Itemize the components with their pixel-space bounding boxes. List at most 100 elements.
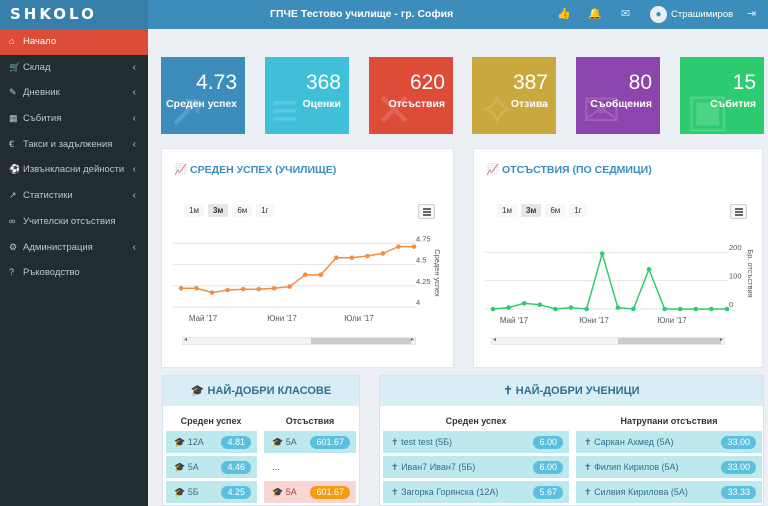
calendar-icon: ▦ [9,113,18,124]
line-chart-icon: 📈 [174,164,188,176]
sidebar-item[interactable]: ? Ръководство [0,260,148,286]
sign-out-icon[interactable]: ⇥ [746,8,757,20]
chart-scrollbar[interactable]: ◂ ▸ [182,337,416,345]
top-navbar: SHKOLO ГПЧЕ Тестово училище - гр. София … [0,0,768,29]
sidebar-item[interactable]: € Такси и задължения ‹ [0,132,148,158]
data-point[interactable] [209,290,215,295]
range-button[interactable]: 6м [545,204,566,217]
sidebar-item[interactable]: ⌂ Начало [0,29,148,55]
data-point[interactable] [568,305,574,310]
range-button[interactable]: 1м [497,204,517,217]
student-row[interactable]: ✝ Иван7 Иван7 (5Б) 6.00 [383,456,569,478]
data-point[interactable] [287,284,293,289]
row-name: 5А [285,437,297,447]
app-logo[interactable]: SHKOLO [0,0,148,29]
class-row[interactable]: 🎓 5А 4.46 [166,456,257,478]
avatar[interactable]: ● [650,6,667,23]
stat-box[interactable]: ✧ 387 Отзива [472,57,556,134]
row-name: Иван7 Иван7 (5Б) [401,462,476,472]
chevron-left-icon: ‹ [132,113,136,125]
data-point[interactable] [631,306,636,312]
edit-icon: ✎ [9,87,17,98]
data-point[interactable] [178,286,184,291]
value-badge: 601.67 [310,436,350,449]
data-point[interactable] [693,306,699,312]
user-icon: ✝ [391,462,399,472]
student-row[interactable]: ✝ Филип Кирилов (5А) 33.00 [576,456,762,478]
chart-menu-button[interactable] [418,204,435,219]
data-point[interactable] [584,306,589,312]
data-point[interactable] [334,255,339,260]
data-point[interactable] [615,305,621,310]
data-point[interactable] [396,244,401,249]
student-row[interactable]: ✝ test test (5Б) 6.00 [383,431,569,453]
user-name[interactable]: Страшимиров [671,9,734,20]
stat-box[interactable]: ↗ 4.73 Среден успех [161,57,245,134]
range-button[interactable]: 1м [184,204,204,217]
class-row[interactable]: 🎓 5А 601.67 [264,481,356,503]
glasses-icon: ∞ [9,215,16,226]
y-axis-label: Бр. отсъствия [746,249,755,297]
class-row[interactable]: ... [264,456,356,478]
sidebar-item[interactable]: ⚙ Администрация ‹ [0,235,148,261]
data-point[interactable] [662,306,667,312]
data-point[interactable] [411,244,417,249]
panel-title: ✝ НАЙ-ДОБРИ УЧЕНИЦИ [380,376,763,406]
data-point[interactable] [225,287,230,293]
chart-icon: ↗ [167,84,206,134]
data-point[interactable] [194,286,199,291]
sidebar-item[interactable]: 🛒 Склад ‹ [0,55,148,81]
data-point[interactable] [506,305,511,310]
sidebar-item-label: Администрация [23,241,93,253]
data-point[interactable] [553,306,558,312]
data-point[interactable] [677,306,683,312]
row-name: Филип Кирилов (5А) [594,462,679,472]
student-row[interactable]: ✝ Загорка Горянска (12А) 5.67 [383,481,569,503]
data-point[interactable] [302,272,308,277]
data-point[interactable] [256,286,261,292]
sidebar-item[interactable]: ↗ Статистики ‹ [0,183,148,209]
sidebar-item[interactable]: ⚽ Извънкласни дейности ‹ [0,157,148,183]
sidebar-item[interactable]: ▦ Събития ‹ [0,106,148,132]
data-point[interactable] [365,253,370,259]
thumbs-up-icon[interactable]: 👍 [557,8,571,20]
data-point[interactable] [709,306,714,312]
data-point[interactable] [490,306,496,312]
range-button[interactable]: 3м [520,204,542,217]
data-point[interactable] [724,306,730,312]
range-button[interactable]: 1г [569,204,587,217]
data-point[interactable] [380,251,386,256]
class-row[interactable]: 🎓 12А 4.81 [166,431,257,453]
x-tick-label: Май '17 [189,314,218,323]
message-icon: ✉ [582,84,621,134]
data-point[interactable] [271,286,277,291]
class-row[interactable]: 🎓 5А 601.67 [264,431,356,453]
data-point[interactable] [240,286,246,292]
futbol-icon: ⚽ [9,164,21,175]
student-row[interactable]: ✝ Саркан Ахмед (5А) 33.00 [576,431,762,453]
bell-icon[interactable]: 🔔 [588,8,602,20]
stat-box[interactable]: ≡ 368 Оценки [265,57,349,134]
data-point[interactable] [599,251,605,256]
student-row[interactable]: ✝ Силвия Кирилова (5А) 33.33 [576,481,762,503]
chart-menu-button[interactable] [730,204,747,219]
stat-box[interactable]: ▣ 15 Събития [680,57,764,134]
envelope-icon[interactable]: ✉ [620,8,631,20]
range-button[interactable]: 1г [256,204,274,217]
chart-scrollbar[interactable]: ◂ ▸ [491,337,725,345]
stat-box[interactable]: ✉ 80 Съобщения [576,57,660,134]
range-button[interactable]: 3м [207,204,229,217]
stat-value: 80 [628,71,652,94]
absence-chart: 200 100 0 Май '17 Юни '17 Юли '17 Бр. отсъстви… [485,243,755,325]
data-point[interactable] [646,266,652,272]
stat-box[interactable]: ✕ 620 Отсъствия [369,57,453,134]
class-row[interactable]: 🎓 5Б 4.25 [166,481,257,503]
range-button[interactable]: 6м [232,204,253,217]
y-tick-label: 4.5 [416,256,426,265]
data-point[interactable] [318,272,324,277]
data-point[interactable] [349,255,355,260]
data-point[interactable] [521,301,527,306]
sidebar-item[interactable]: ✎ Дневник ‹ [0,80,148,106]
data-point[interactable] [537,302,543,308]
sidebar-item[interactable]: ∞ Учителски отсъствия [0,209,148,235]
